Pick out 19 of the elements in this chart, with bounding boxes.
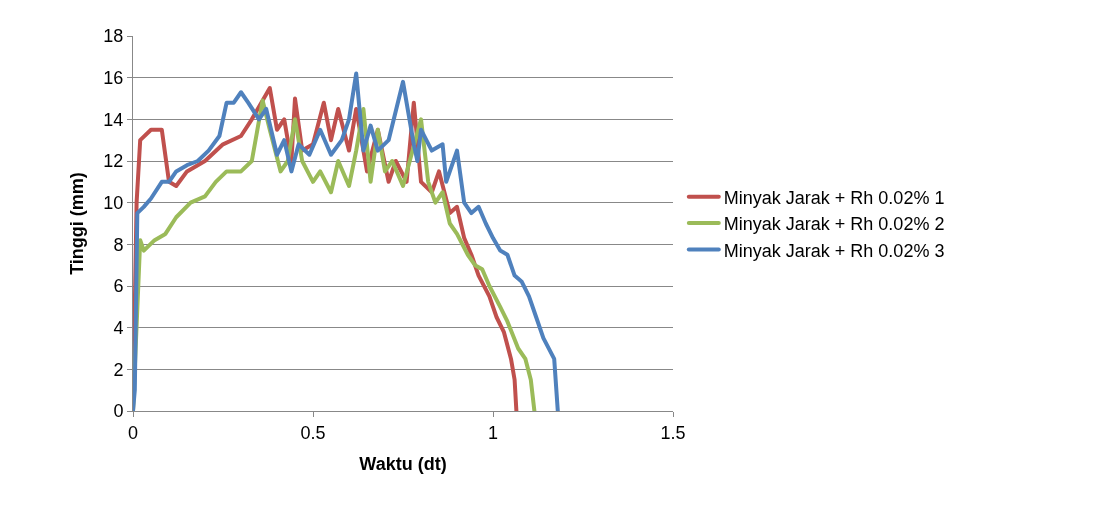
y-tick-label: 16 [103,67,124,88]
x-axis-title: Waktu (dt) [359,453,447,474]
legend-label: Minyak Jarak + Rh 0.02% 2 [723,214,945,235]
legend-label: Minyak Jarak + Rh 0.02% 3 [723,240,945,261]
x-tick-label: 0 [127,422,139,443]
x-tick-label: 0.5 [300,422,326,443]
y-tick-label: 12 [103,151,124,172]
legend-label: Minyak Jarak + Rh 0.02% 1 [723,187,945,208]
y-tick-label: 8 [113,234,124,255]
y-tick-label: 4 [113,317,124,338]
y-tick-label: 0 [113,401,124,422]
y-tick-label: 2 [113,359,124,380]
y-tick-label: 10 [103,192,124,213]
y-tick-label: 6 [113,276,124,297]
y-tick-label: 14 [103,109,124,130]
x-tick-label: 1.5 [660,422,686,443]
x-tick-label: 1 [487,422,499,443]
y-axis-title: Tinggi (mm) [66,172,87,275]
y-tick-label: 18 [103,26,124,47]
